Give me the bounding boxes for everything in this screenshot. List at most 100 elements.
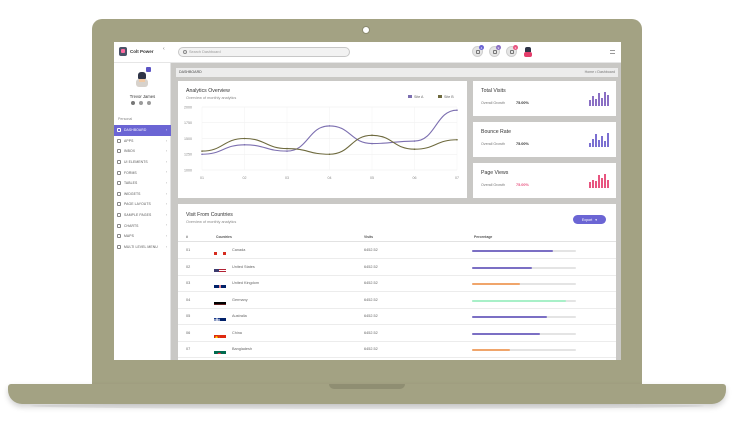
- chevron-left-icon[interactable]: ‹: [163, 46, 165, 52]
- breadcrumb-path[interactable]: Home • Dashboard: [584, 70, 615, 74]
- percentage-bar: [472, 299, 576, 302]
- laptop-shadow: [30, 403, 704, 409]
- chevron-right-icon: ›: [165, 170, 167, 175]
- avatar-hair: [138, 72, 146, 79]
- status-badge: [146, 67, 151, 72]
- logo-icon: [119, 47, 127, 56]
- search-input[interactable]: Search Dashboard: [178, 47, 350, 57]
- export-label: Export: [581, 217, 593, 222]
- mail-icon[interactable]: 4: [472, 45, 484, 57]
- mini-bar: [595, 134, 597, 147]
- nav-icon: [117, 223, 121, 228]
- sidebar-item-multi-level-menu[interactable]: MULTI LEVEL MENU ›: [114, 242, 171, 253]
- table-row[interactable]: 06 China 6452.52: [178, 326, 616, 342]
- user-avatar[interactable]: [523, 46, 533, 57]
- percentage-bar: [472, 349, 576, 351]
- sidebar-item-forms[interactable]: FORMS ›: [114, 167, 171, 178]
- legend-swatch: [408, 95, 412, 98]
- country-name: United States: [232, 264, 255, 269]
- dashboard-screen: Colt Power ‹ Search Dashboard 4 9 3: [114, 42, 621, 360]
- y-tick-label: 1000: [184, 168, 192, 172]
- table-row[interactable]: 01 Canada 6452.52: [178, 243, 616, 259]
- top-bar: Colt Power ‹ Search Dashboard 4 9 3: [114, 42, 621, 63]
- mini-bar: [589, 100, 591, 106]
- table-row[interactable]: 04 Germany 6452.52: [178, 293, 616, 309]
- power-icon[interactable]: [147, 101, 151, 105]
- sidebar-item-dashboard[interactable]: DASHBOARD ›: [114, 125, 171, 136]
- mini-bar: [598, 175, 600, 188]
- column-header-country: Countries: [216, 235, 232, 239]
- mail-icon[interactable]: [139, 101, 143, 105]
- table-row[interactable]: 05 Australia 6452.52: [178, 309, 616, 325]
- row-number: 04: [186, 297, 191, 302]
- brand-name: Colt Power: [130, 49, 154, 54]
- visits-value: 6452.52: [364, 281, 378, 285]
- flag-uk-icon: [214, 280, 226, 288]
- data-point: [243, 144, 246, 146]
- nav-icon: [117, 149, 121, 154]
- avatar-face: [139, 79, 145, 82]
- sidebar-item-tables[interactable]: TABLES ›: [114, 178, 171, 189]
- camera-icon: [362, 26, 370, 34]
- settings-icon[interactable]: [131, 101, 135, 105]
- nav-icon: [117, 191, 121, 196]
- chat-icon[interactable]: 9: [489, 45, 501, 57]
- mini-bar: [604, 141, 606, 147]
- export-button[interactable]: Export ▾: [573, 215, 606, 224]
- sidebar-item-widgets[interactable]: WIDGETS ›: [114, 189, 171, 200]
- row-number: 06: [186, 330, 191, 335]
- stat-title: Bounce Rate: [481, 129, 511, 135]
- legend-label: Site B: [444, 95, 454, 99]
- percentage-bar: [472, 250, 576, 252]
- analytics-line-chart: 2000 1750 1500 1250 1000 01 02 03 04 05 06 07 Site A…: [184, 95, 459, 180]
- table-row[interactable]: 07 Bangladesh 6452.52: [178, 342, 616, 358]
- chevron-right-icon: ›: [165, 159, 167, 164]
- table-row[interactable]: 02 United States 6452.52: [178, 260, 616, 276]
- sidebar-item-inbox[interactable]: INBOX ›: [114, 146, 171, 157]
- x-tick-label: 06: [413, 176, 417, 180]
- sidebar-item-charts[interactable]: CHARTS ›: [114, 220, 171, 231]
- percentage-bar-fill: [472, 266, 533, 269]
- sidebar-item-apps[interactable]: APPS ›: [114, 136, 171, 147]
- visits-value: 6452.52: [364, 314, 378, 318]
- sidebar-item-label: MULTI LEVEL MENU: [124, 244, 158, 249]
- sidebar-nav: DASHBOARD › APPS › INBOX › UI ELEMENTS › FORMS › T…: [114, 125, 171, 252]
- data-point: [456, 138, 458, 141]
- data-point: [201, 150, 203, 152]
- nav-icon: [117, 213, 121, 218]
- stat-card: Bounce Rate Overall Growth 75.00%: [473, 122, 616, 157]
- top-icons: 4 9 3: [472, 45, 533, 57]
- mini-bar: [604, 174, 606, 188]
- y-tick-label: 1750: [184, 121, 192, 125]
- page-title: DASHBOARD: [179, 70, 202, 74]
- mini-bar: [607, 94, 609, 106]
- visits-value: 6452.52: [364, 347, 378, 351]
- data-point: [413, 148, 416, 151]
- profile-avatar[interactable]: [135, 72, 149, 88]
- sidebar-item-label: UI ELEMENTS: [124, 160, 148, 165]
- nav-icon: [117, 202, 121, 207]
- mini-bar: [592, 96, 594, 106]
- mini-bar: [598, 140, 600, 147]
- row-number: 03: [186, 281, 191, 285]
- stat-title: Page Views: [481, 170, 509, 176]
- table-row[interactable]: 03 United Kingdom 6452.52: [178, 276, 616, 292]
- brand[interactable]: Colt Power: [119, 47, 154, 56]
- countries-card: Visit From Countries Overview of monthly…: [178, 204, 616, 360]
- notification-badge: 4: [479, 45, 484, 50]
- data-point: [201, 153, 203, 156]
- x-tick-label: 07: [455, 176, 459, 180]
- x-tick-label: 05: [370, 176, 374, 180]
- bell-icon[interactable]: 3: [506, 45, 518, 57]
- sidebar-item-ui-elements[interactable]: UI ELEMENTS ›: [114, 157, 171, 168]
- sidebar-item-label: MAPS: [124, 234, 135, 239]
- flag-bangladesh-icon: [214, 346, 226, 354]
- nav-icon: [117, 128, 121, 133]
- sidebar-item-sample-pages[interactable]: SAMPLE PAGES ›: [114, 210, 171, 221]
- sidebar-item-page-layouts[interactable]: PAGE LAYOUTS ›: [114, 199, 171, 210]
- row-number: 05: [186, 314, 191, 318]
- menu-icon[interactable]: [610, 50, 615, 54]
- sidebar-item-maps[interactable]: MAPS ›: [114, 231, 171, 242]
- y-tick-label: 2000: [184, 105, 192, 109]
- sidebar-item-label: WIDGETS: [124, 191, 141, 196]
